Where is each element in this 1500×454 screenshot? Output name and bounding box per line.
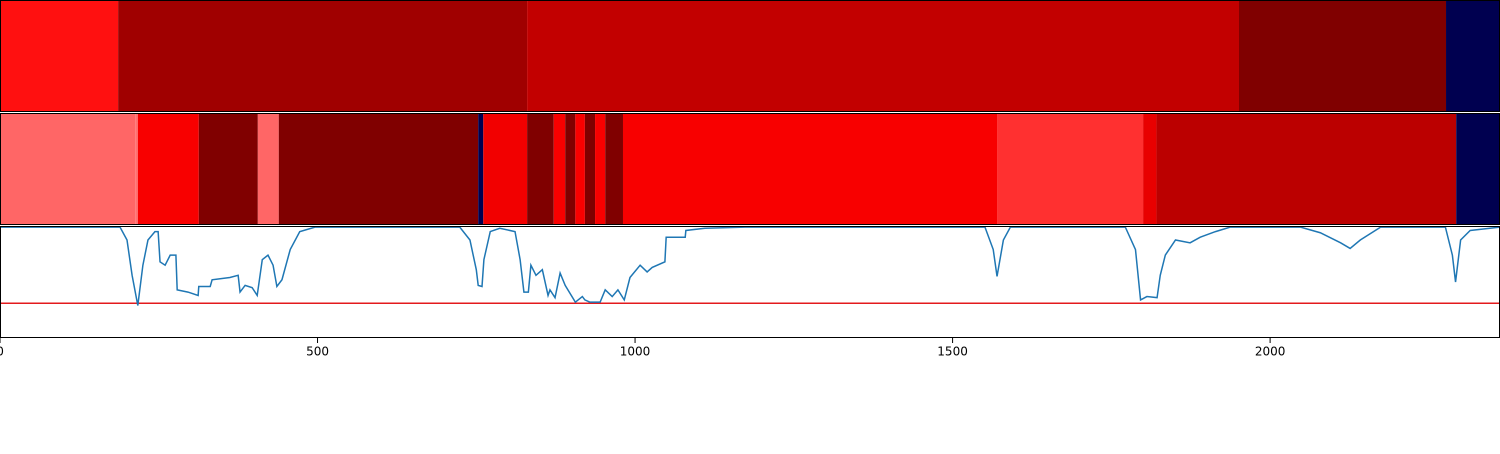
segment: [118, 0, 528, 112]
segment: [198, 113, 258, 225]
panel-frame: [0, 226, 1500, 338]
segment: [1143, 113, 1157, 225]
segment: [622, 113, 998, 225]
x-tick-label: 500: [306, 345, 329, 359]
segment: [527, 113, 554, 225]
segment: [553, 113, 566, 225]
segment: [575, 113, 585, 225]
segment: [527, 0, 1239, 112]
segment: [605, 113, 623, 225]
signal-line: [0, 226, 1500, 306]
segment: [135, 113, 138, 225]
x-tick-label: 2000: [1255, 345, 1286, 359]
segment: [278, 113, 479, 225]
segment: [483, 113, 528, 225]
segment: [584, 113, 596, 225]
segment: [1456, 113, 1500, 225]
segment: [1238, 0, 1447, 112]
segment: [478, 113, 484, 225]
segment: [595, 113, 606, 225]
segment: [257, 113, 279, 225]
segment: [0, 0, 119, 112]
segment: [1446, 0, 1500, 112]
segment: [0, 113, 136, 225]
segment: [997, 113, 1144, 225]
segment: [565, 113, 576, 225]
segment: [1156, 113, 1457, 225]
x-tick-label: 1000: [620, 345, 651, 359]
segment: [137, 113, 199, 225]
x-tick-label: 1500: [937, 345, 968, 359]
x-tick-label: 0: [0, 345, 4, 359]
